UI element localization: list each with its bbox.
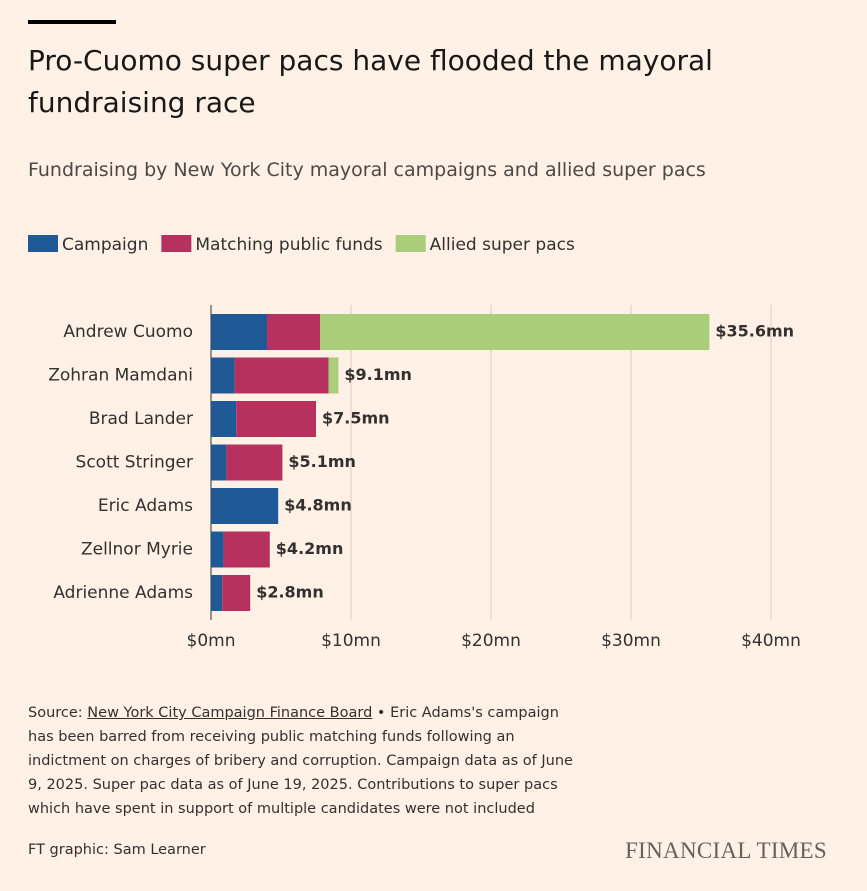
total-label: $4.2mn — [276, 539, 344, 558]
credit: FT graphic: Sam Learner — [28, 842, 206, 858]
x-tick-label: $40mn — [741, 631, 801, 651]
legend-swatch — [161, 235, 192, 252]
y-tick-label: Eric Adams — [98, 496, 193, 516]
legend-swatch — [395, 235, 426, 252]
bar-segment — [320, 314, 710, 350]
logo: FINANCIAL TIMES — [625, 838, 827, 863]
bar-segment — [211, 314, 267, 350]
y-tick-label: Andrew Cuomo — [63, 322, 193, 342]
legend-label: Matching public funds — [195, 235, 382, 255]
y-tick-label: Zohran Mamdani — [48, 366, 193, 386]
bar-segment — [211, 488, 279, 524]
bar-segment — [211, 444, 227, 481]
bar-segment — [328, 357, 339, 394]
total-label: $2.8mn — [256, 583, 324, 602]
total-label: $35.6mn — [715, 322, 794, 341]
source-label: Source: — [28, 705, 83, 721]
legend-label: Campaign — [62, 235, 148, 255]
total-label: $9.1mn — [344, 365, 412, 384]
bar-segment — [226, 444, 283, 481]
total-label: $5.1mn — [288, 452, 356, 471]
footnote: Source: New York City Campaign Finance B… — [28, 701, 588, 821]
note-text: • Eric Adams's campaign has been barred … — [28, 705, 573, 817]
bar-segment — [211, 357, 235, 394]
chart-subtitle: Fundraising by New York City mayoral cam… — [28, 159, 706, 181]
chart-title: Pro-Cuomo super pacs have flooded the ma… — [28, 44, 713, 119]
bar-segment — [211, 575, 223, 611]
source-link[interactable]: New York City Campaign Finance Board — [87, 705, 373, 721]
chart: Campaign Matching public funds Allied supe… — [28, 235, 801, 651]
y-tick-label: Adrienne Adams — [53, 583, 193, 603]
total-label: $7.5mn — [322, 409, 390, 428]
x-tick-label: $20mn — [461, 631, 521, 651]
top-bar — [28, 20, 116, 24]
y-tick-label: Zellnor Myrie — [81, 540, 193, 560]
y-tick-label: Scott Stringer — [76, 453, 193, 473]
bar-segment — [267, 314, 321, 350]
bar-segment — [211, 401, 237, 437]
x-tick-label: $0mn — [187, 631, 236, 651]
x-tick-label: $10mn — [321, 631, 381, 651]
bar-segment — [222, 575, 251, 611]
bar-segment — [236, 401, 316, 437]
x-tick-label: $30mn — [601, 631, 661, 651]
bar-segment — [223, 531, 270, 568]
y-tick-label: Brad Lander — [89, 409, 193, 429]
legend-swatch — [28, 235, 58, 252]
bar-segment — [234, 357, 329, 394]
bar-segment — [211, 531, 224, 568]
total-label: $4.8mn — [284, 496, 352, 515]
legend-label: Allied super pacs — [430, 235, 575, 255]
